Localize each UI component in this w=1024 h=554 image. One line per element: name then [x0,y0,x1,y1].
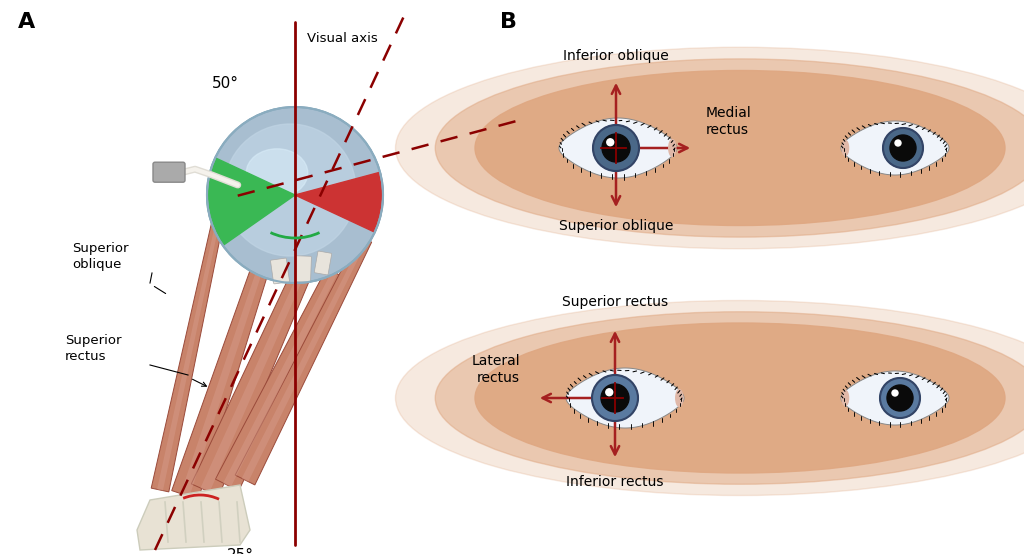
Ellipse shape [435,59,1024,237]
Circle shape [207,107,383,283]
Polygon shape [137,485,250,550]
Circle shape [224,124,356,256]
Polygon shape [236,236,372,485]
Circle shape [895,140,901,146]
Ellipse shape [246,149,308,197]
Polygon shape [841,121,949,175]
Ellipse shape [395,47,1024,249]
Circle shape [593,125,639,171]
Text: Inferior rectus: Inferior rectus [566,475,664,489]
Text: Inferior oblique: Inferior oblique [563,49,669,63]
Circle shape [883,128,923,168]
Text: Superior
rectus: Superior rectus [65,334,122,363]
Text: 50°: 50° [212,76,239,91]
Text: A: A [18,12,35,32]
Text: Visual axis: Visual axis [307,32,378,45]
Circle shape [887,385,913,411]
Text: Superior rectus: Superior rectus [562,295,668,309]
Polygon shape [215,268,343,491]
Ellipse shape [669,140,676,156]
Polygon shape [152,167,233,492]
Polygon shape [841,371,949,425]
Polygon shape [559,118,677,178]
FancyBboxPatch shape [270,258,290,284]
Wedge shape [295,172,383,232]
Circle shape [602,134,630,162]
Polygon shape [157,168,230,491]
Polygon shape [223,271,337,487]
Circle shape [607,139,613,146]
Polygon shape [242,238,368,481]
Text: B: B [500,12,517,32]
Text: Superior oblique: Superior oblique [559,219,673,233]
Ellipse shape [676,389,683,407]
Ellipse shape [395,300,1024,495]
Polygon shape [566,368,684,428]
Text: Medial
rectus: Medial rectus [706,106,752,137]
Ellipse shape [842,391,849,406]
Circle shape [890,135,916,161]
Polygon shape [191,275,308,496]
Wedge shape [207,158,295,245]
Ellipse shape [475,323,1005,473]
FancyBboxPatch shape [153,162,185,182]
Text: Lateral
rectus: Lateral rectus [471,353,520,385]
Polygon shape [180,269,262,496]
Circle shape [880,378,920,418]
FancyBboxPatch shape [314,251,332,275]
Circle shape [601,384,629,412]
Text: Superior
oblique: Superior oblique [72,242,128,271]
Circle shape [592,375,638,421]
FancyBboxPatch shape [295,256,311,282]
Ellipse shape [475,70,1005,225]
Circle shape [892,390,898,396]
Ellipse shape [842,141,849,156]
Circle shape [606,389,612,396]
Polygon shape [201,277,302,492]
Polygon shape [172,267,268,499]
Ellipse shape [435,312,1024,484]
Text: 25°: 25° [226,548,254,554]
